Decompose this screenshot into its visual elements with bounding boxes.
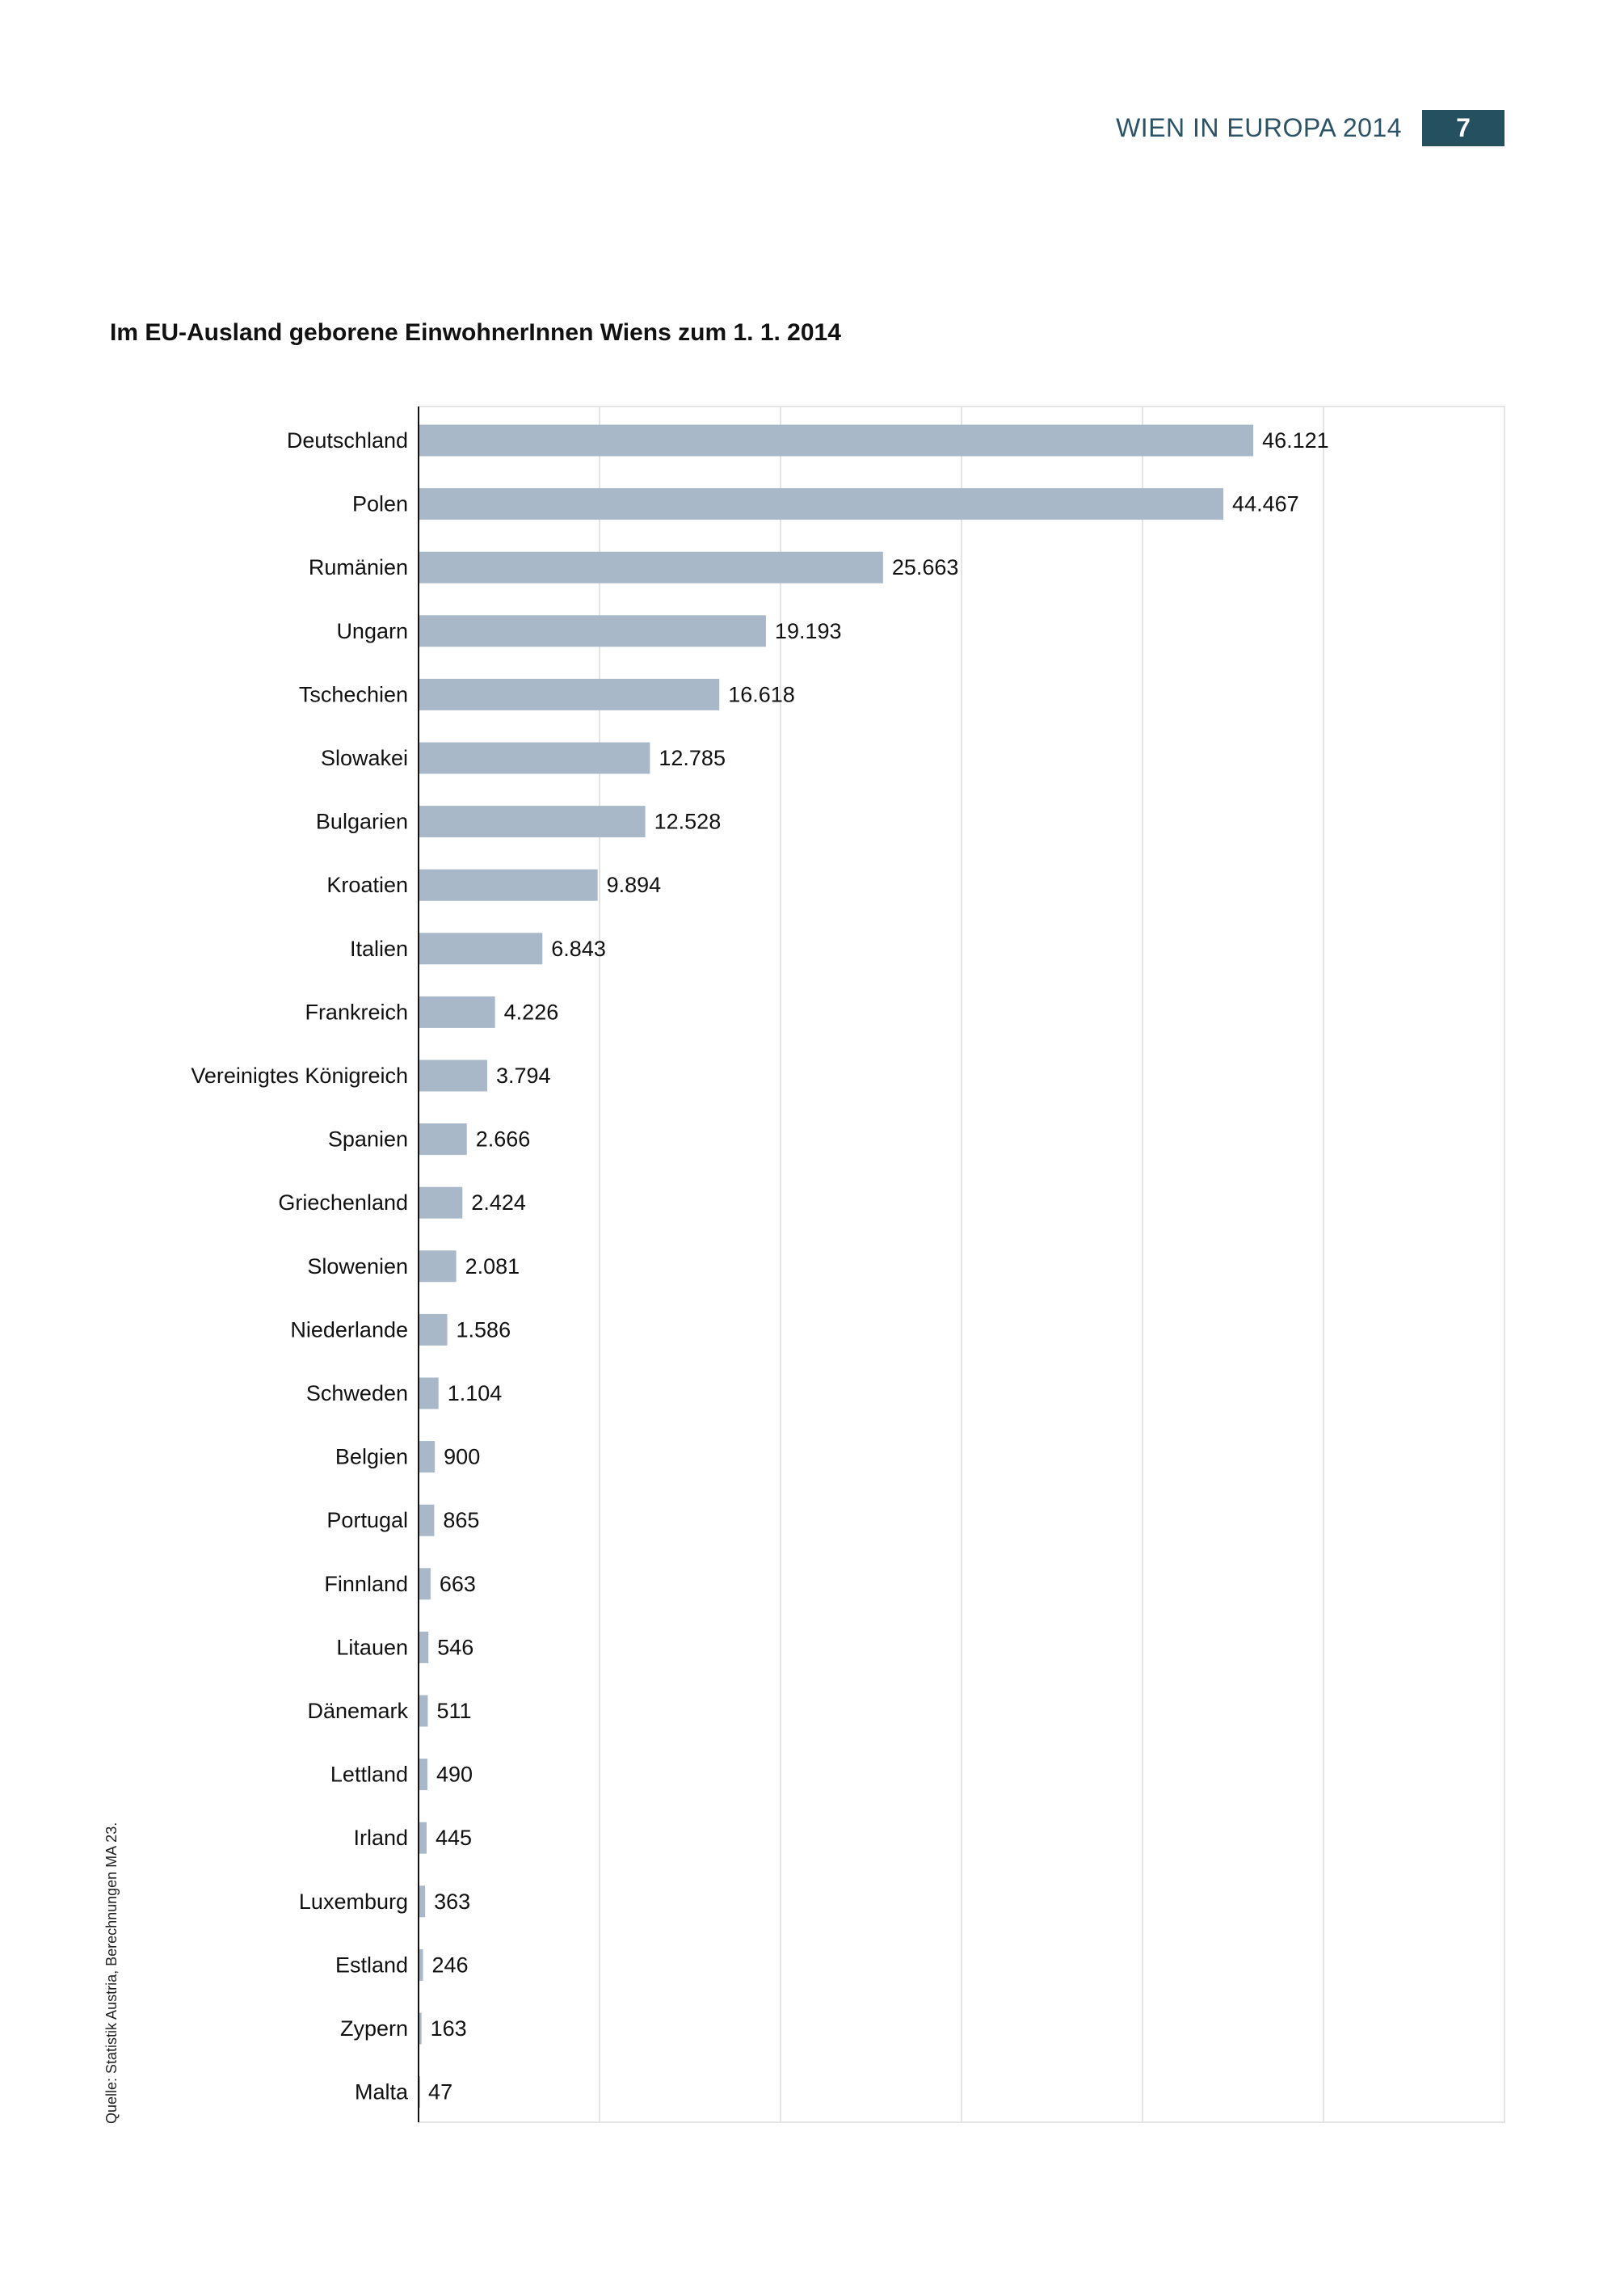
bar — [419, 1123, 467, 1156]
chart-title: Im EU-Ausland geborene EinwohnerInnen Wi… — [110, 319, 841, 346]
category-label: Tschechien — [299, 682, 408, 706]
category-label: Kroatien — [326, 873, 408, 897]
bar — [419, 1568, 431, 1600]
category-label: Slowenien — [307, 1254, 408, 1279]
category-label: Rumänien — [309, 555, 408, 579]
category-label: Finnland — [324, 1572, 408, 1596]
value-label: 12.785 — [659, 746, 726, 770]
bar — [419, 1759, 427, 1791]
value-label: 44.467 — [1232, 492, 1299, 516]
value-label: 9.894 — [607, 873, 662, 897]
category-label: Griechenland — [278, 1190, 408, 1215]
bar — [419, 424, 1254, 457]
category-label: Dänemark — [307, 1699, 408, 1723]
bar — [419, 1313, 448, 1346]
category-label: Italien — [350, 937, 408, 961]
bar — [419, 2012, 422, 2045]
value-label: 511 — [436, 1699, 471, 1723]
value-label: 1.586 — [457, 1317, 511, 1342]
category-label: Niederlande — [290, 1317, 408, 1342]
bar — [419, 488, 1224, 520]
bar — [419, 806, 646, 838]
value-label: 445 — [436, 1826, 472, 1850]
value-label: 19.193 — [775, 619, 842, 643]
value-label: 163 — [431, 2016, 467, 2041]
category-label: Spanien — [328, 1127, 408, 1152]
category-label: Ungarn — [336, 619, 408, 643]
value-label: 47 — [428, 2080, 452, 2104]
value-label: 363 — [434, 1889, 470, 1914]
bar — [419, 615, 766, 647]
bar — [419, 1885, 426, 1918]
category-label: Estland — [335, 1953, 408, 1977]
bar — [419, 1631, 429, 1663]
category-label: Portugal — [326, 1508, 408, 1532]
bar — [419, 1441, 436, 1473]
category-label: Litauen — [336, 1635, 408, 1659]
value-label: 1.104 — [448, 1381, 503, 1405]
running-title: WIEN IN EUROPA 2014 — [1116, 113, 1402, 142]
category-label: Schweden — [306, 1381, 408, 1405]
bar — [419, 1504, 435, 1536]
category-label: Belgien — [335, 1445, 408, 1469]
category-label: Irland — [353, 1826, 408, 1850]
category-label: Slowakei — [321, 746, 408, 770]
value-label: 546 — [437, 1635, 473, 1659]
value-label: 2.424 — [471, 1190, 526, 1215]
value-label: 46.121 — [1262, 428, 1329, 453]
category-label: Malta — [355, 2080, 409, 2104]
category-label: Frankreich — [305, 1000, 408, 1024]
bar — [419, 996, 495, 1028]
category-label: Deutschland — [287, 428, 408, 453]
bar — [419, 933, 543, 965]
bar — [419, 1377, 439, 1409]
value-label: 3.794 — [496, 1064, 551, 1088]
value-label: 16.618 — [728, 682, 795, 706]
bar — [419, 1060, 487, 1092]
category-label: Vereinigtes Königreich — [191, 1064, 408, 1088]
category-label: Lettland — [330, 1763, 408, 1787]
bar — [419, 1186, 463, 1219]
value-label: 12.528 — [654, 810, 722, 834]
bar — [419, 1948, 423, 1981]
value-label: 2.081 — [465, 1254, 520, 1279]
bar — [419, 1695, 428, 1727]
value-label: 246 — [432, 1953, 469, 1977]
page-number: 7 — [1422, 110, 1504, 146]
value-label: 865 — [443, 1508, 479, 1532]
category-label: Zypern — [340, 2016, 408, 2041]
value-label: 900 — [444, 1445, 480, 1469]
value-label: 663 — [440, 1572, 476, 1596]
value-label: 6.843 — [551, 937, 606, 961]
bar — [419, 1250, 457, 1283]
category-label: Polen — [352, 492, 408, 516]
category-label: Bulgarien — [316, 810, 408, 834]
bar — [419, 1822, 427, 1854]
bar — [419, 742, 650, 774]
value-label: 25.663 — [892, 555, 959, 579]
bar — [419, 869, 598, 901]
value-label: 490 — [436, 1763, 473, 1787]
bar — [419, 551, 883, 583]
bar — [419, 678, 720, 710]
category-label: Luxemburg — [299, 1889, 408, 1914]
value-label: 4.226 — [504, 1000, 559, 1024]
value-label: 2.666 — [476, 1127, 531, 1152]
